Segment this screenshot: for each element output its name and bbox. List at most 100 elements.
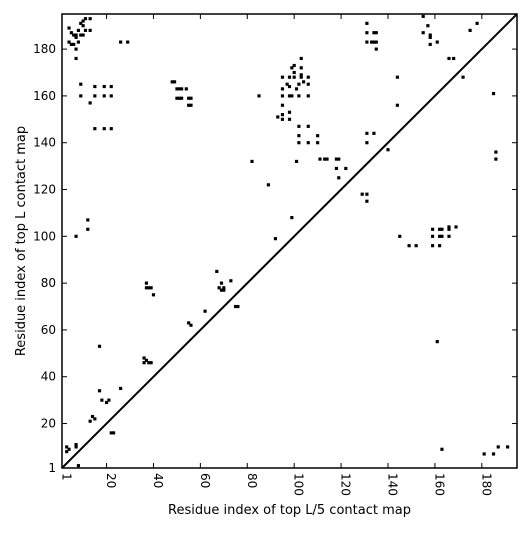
- contact-point: [180, 87, 184, 91]
- contact-point: [386, 148, 390, 152]
- contact-point: [290, 94, 294, 98]
- contact-point: [97, 389, 102, 393]
- contact-point: [428, 35, 432, 39]
- contact-point: [177, 96, 181, 100]
- contact-point: [438, 227, 442, 231]
- contact-point: [287, 110, 292, 114]
- contact-point: [189, 96, 193, 100]
- contact-point: [306, 141, 310, 145]
- contact-point: [280, 113, 285, 117]
- contact-point: [287, 117, 292, 121]
- contact-point: [142, 361, 146, 365]
- y-tick-label: 60: [41, 323, 56, 337]
- contact-point: [374, 31, 378, 35]
- contact-point: [287, 75, 292, 79]
- contact-point: [109, 127, 113, 131]
- contact-point: [435, 340, 439, 344]
- contact-point: [494, 150, 498, 154]
- contact-point: [142, 356, 146, 360]
- contact-point: [222, 288, 226, 292]
- contact-point: [67, 26, 71, 30]
- contact-point: [189, 323, 193, 327]
- contact-point: [395, 103, 399, 107]
- contact-point: [79, 82, 83, 86]
- contact-point: [494, 157, 498, 161]
- contact-point: [452, 56, 456, 61]
- contact-point: [306, 82, 310, 86]
- x-tick-label: 100: [292, 473, 306, 496]
- contact-point: [74, 33, 78, 37]
- x-tick-label: 1: [60, 473, 74, 481]
- contact-point: [69, 31, 73, 35]
- contact-point: [187, 321, 191, 325]
- contact-point: [177, 87, 181, 91]
- contact-point: [151, 293, 156, 297]
- contact-point: [323, 157, 327, 161]
- contact-point: [299, 56, 303, 61]
- contact-point: [280, 103, 285, 107]
- contact-point: [112, 431, 116, 435]
- contact-point: [491, 452, 496, 456]
- contact-point: [447, 225, 451, 229]
- contact-point: [287, 94, 292, 98]
- contact-point: [365, 40, 369, 44]
- contact-point: [119, 40, 123, 44]
- contact-point: [222, 286, 226, 290]
- contact-point: [370, 40, 374, 44]
- contact-point: [74, 56, 78, 61]
- contact-point: [440, 447, 444, 451]
- contact-point: [297, 124, 301, 128]
- contact-point: [109, 431, 113, 435]
- contact-point: [365, 131, 369, 135]
- contact-point: [81, 19, 85, 23]
- contact-point: [86, 227, 90, 231]
- x-tick-label: 180: [479, 473, 493, 496]
- contact-point: [337, 176, 341, 180]
- contact-point: [297, 141, 301, 145]
- contact-point: [83, 28, 88, 32]
- contact-point: [421, 31, 425, 35]
- contact-point: [79, 33, 83, 37]
- y-tick-label: 160: [33, 89, 56, 103]
- contact-point: [299, 75, 303, 79]
- contact-point: [76, 28, 81, 32]
- contact-point: [395, 75, 399, 79]
- x-axis-label: Residue index of top L/5 contact map: [168, 503, 411, 518]
- contact-point: [299, 66, 303, 70]
- contact-point: [215, 269, 219, 274]
- contact-point: [236, 304, 240, 309]
- y-axis-label: Residue index of top L contact map: [14, 126, 29, 356]
- contact-point: [292, 63, 296, 68]
- contact-point: [93, 84, 97, 89]
- contact-point: [428, 33, 432, 37]
- contact-point: [280, 75, 285, 79]
- contact-point: [180, 96, 184, 100]
- x-tick-label: 60: [198, 473, 212, 488]
- contact-point: [273, 237, 278, 241]
- contact-point: [119, 386, 123, 391]
- contact-point: [144, 358, 149, 362]
- contact-point: [147, 361, 151, 365]
- contact-point: [93, 127, 97, 131]
- diagonal-line: [61, 13, 518, 469]
- y-tick-label: 1: [48, 461, 56, 475]
- contact-point: [374, 40, 378, 44]
- y-tick-label: 120: [33, 183, 56, 197]
- contact-point: [421, 14, 425, 18]
- contact-point: [74, 445, 78, 449]
- contact-point: [76, 40, 81, 44]
- contact-point: [306, 94, 310, 98]
- contact-point: [430, 234, 435, 238]
- contact-point: [217, 286, 221, 290]
- x-tick-label: 160: [432, 473, 446, 496]
- contact-point: [475, 21, 479, 25]
- x-tick-label: 140: [386, 473, 400, 496]
- contact-point: [280, 87, 285, 91]
- contact-point: [447, 56, 451, 61]
- contact-point: [447, 227, 451, 231]
- contact-point: [172, 80, 177, 84]
- contact-point: [107, 398, 111, 402]
- x-tick-label: 40: [151, 473, 165, 488]
